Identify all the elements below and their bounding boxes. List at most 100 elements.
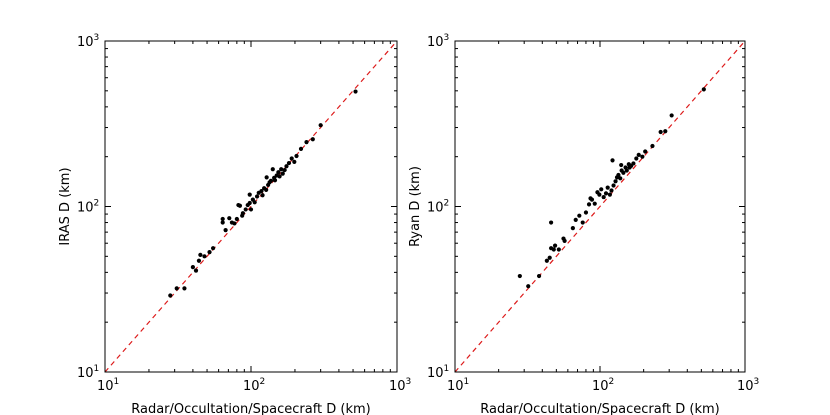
x-tick-label: 103 <box>737 377 759 394</box>
data-point <box>701 87 706 92</box>
data-point <box>618 176 623 181</box>
data-point <box>284 164 289 169</box>
data-point <box>603 191 609 196</box>
data-point <box>318 123 323 128</box>
y-tick-label: 102 <box>427 199 449 216</box>
data-point <box>248 207 254 212</box>
x-axis-label: Radar/Occultation/Spacecraft D (km) <box>131 402 371 415</box>
data-point <box>240 211 245 216</box>
data-point <box>279 167 284 172</box>
data-point <box>196 258 202 263</box>
data-point <box>634 156 639 161</box>
panel-ryan: 101 102 103 101 102 103 Radar/Occultation/Spac… <box>408 33 759 415</box>
data-point <box>663 129 668 134</box>
x-tick-label: 102 <box>243 377 265 394</box>
data-point <box>232 221 237 226</box>
data-point <box>270 167 275 172</box>
y-tick-label: 101 <box>427 364 449 381</box>
data-point <box>573 217 578 222</box>
data-point <box>536 273 542 279</box>
data-point <box>619 162 624 168</box>
data-point <box>193 268 199 273</box>
x-tick-label: 101 <box>97 377 119 394</box>
data-point <box>272 178 278 183</box>
data-point <box>247 200 252 206</box>
data-point <box>631 161 636 166</box>
x-tick-label: 102 <box>592 377 614 394</box>
data-point <box>304 139 309 145</box>
data-point <box>264 187 269 192</box>
x-axis-label: Radar/Occultation/Spacecraft D (km) <box>480 402 720 415</box>
data-point <box>268 178 274 183</box>
data-point <box>577 213 582 218</box>
data-point <box>658 129 663 135</box>
data-point <box>551 247 556 252</box>
reference-line <box>454 40 746 373</box>
data-point <box>640 154 645 159</box>
data-point <box>586 202 592 207</box>
data-point <box>636 152 641 158</box>
data-point <box>616 172 621 178</box>
data-point <box>202 254 207 259</box>
data-point <box>621 170 626 175</box>
data-point <box>607 192 612 197</box>
data-point <box>198 252 203 257</box>
reference-line <box>104 40 398 373</box>
data-point <box>174 286 179 291</box>
data-point <box>207 250 212 255</box>
panel-iras: 101 102 103 101 102 103 Radar/Occultation/Spac… <box>58 33 411 415</box>
data-point <box>223 228 228 233</box>
data-point <box>599 187 604 192</box>
data-point <box>182 286 187 291</box>
y-tick-label: 103 <box>77 33 99 50</box>
data-point <box>548 220 554 225</box>
data-point <box>552 243 558 248</box>
data-point <box>276 170 281 175</box>
x-tick-label: 101 <box>447 377 469 394</box>
data-point <box>589 197 595 202</box>
data-point <box>260 193 265 198</box>
data-point <box>650 143 655 149</box>
y-tick-label: 103 <box>427 33 449 50</box>
data-point <box>353 89 358 94</box>
data-point <box>580 220 585 225</box>
data-point <box>282 167 287 173</box>
data-point <box>609 188 614 193</box>
data-point <box>210 246 216 251</box>
data-point <box>237 203 243 208</box>
data-point <box>190 265 196 270</box>
data-point <box>562 238 567 243</box>
y-tick-label: 101 <box>77 364 99 381</box>
data-point <box>592 201 597 206</box>
data-point <box>627 165 632 170</box>
data-point <box>280 171 285 176</box>
data-point <box>289 156 294 161</box>
data-point <box>227 216 232 221</box>
data-point <box>277 174 282 179</box>
y-axis-label: IRAS D (km) <box>58 167 73 245</box>
data-point <box>264 175 269 180</box>
data-point <box>259 188 264 194</box>
data-point <box>247 192 252 197</box>
data-point <box>669 113 674 118</box>
data-point <box>292 159 297 164</box>
data-point <box>624 168 629 173</box>
data-point <box>286 160 292 166</box>
data-point <box>643 149 648 154</box>
data-point <box>220 216 225 222</box>
data-point <box>243 207 248 212</box>
x-tick-label: 103 <box>389 377 411 394</box>
y-axis-label: Ryan D (km) <box>408 166 423 247</box>
data-point <box>583 210 589 215</box>
data-point <box>605 185 610 190</box>
data-point <box>294 153 299 159</box>
data-point <box>613 179 618 184</box>
y-tick-label: 102 <box>77 199 99 216</box>
data-point <box>610 158 615 163</box>
data-point <box>570 226 575 231</box>
data-point <box>556 247 561 252</box>
data-point <box>601 194 606 200</box>
data-point <box>547 255 552 260</box>
data-point <box>168 293 173 298</box>
